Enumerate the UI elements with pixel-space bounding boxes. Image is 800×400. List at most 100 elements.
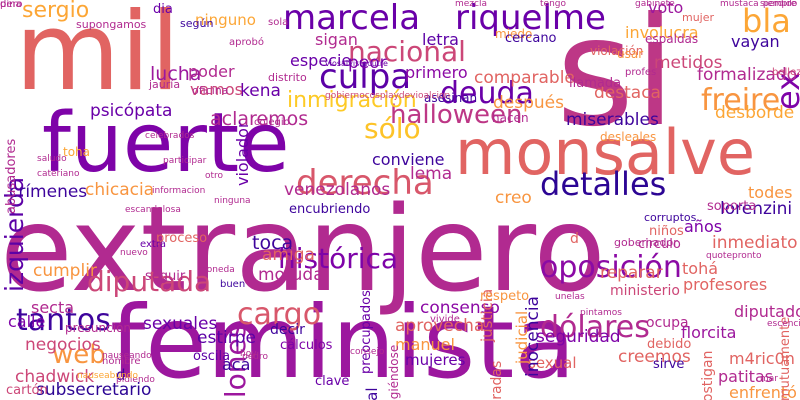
- cloud-word: nacional: [348, 35, 466, 68]
- cloud-word: colegio: [254, 117, 290, 128]
- cloud-word: nombre: [102, 356, 141, 367]
- cloud-word: extranjero: [0, 180, 606, 318]
- cloud-word: motuda: [258, 265, 324, 285]
- cloud-word: miserables: [566, 110, 659, 130]
- cloud-word: histórica: [278, 242, 399, 275]
- cloud-word: halloween: [390, 100, 523, 130]
- cloud-word: siempre: [760, 0, 797, 9]
- cloud-word: sola: [268, 17, 289, 28]
- cloud-word: bla: [742, 2, 791, 40]
- cloud-word: después: [493, 93, 564, 113]
- cloud-word: fuerte: [42, 96, 290, 191]
- cloud-word: vamos: [190, 80, 243, 99]
- cloud-word: encubriendo: [289, 202, 371, 217]
- cloud-word: oposición: [540, 250, 682, 285]
- cloud-word: quotepronto: [706, 251, 762, 261]
- cloud-word: peor: [348, 53, 387, 73]
- cloud-word: poder: [188, 62, 235, 81]
- cloud-word: marcela: [283, 0, 421, 38]
- cloud-word: aclaremos: [210, 108, 309, 130]
- cloud-word: diputada: [87, 265, 212, 298]
- cloud-word: protegiéndose: [387, 344, 401, 400]
- cloud-word: negocios: [25, 335, 101, 355]
- cloud-word: consejo: [350, 347, 385, 357]
- cloud-word: llamada: [569, 76, 622, 91]
- cloud-word: mar: [760, 374, 778, 384]
- cloud-word: ninguno: [195, 11, 256, 29]
- cloud-word: cargo: [237, 297, 322, 332]
- cloud-word: decir: [270, 322, 305, 338]
- cloud-word: respeto: [480, 289, 530, 304]
- cloud-word: violación: [590, 44, 644, 58]
- cloud-word: involucra: [625, 23, 699, 42]
- cloud-word: m4ric0n: [729, 349, 795, 368]
- cloud-word: kena: [240, 81, 281, 101]
- cloud-word: si: [556, 0, 676, 160]
- cloud-word: presunción: [65, 321, 132, 335]
- cloud-word: según: [180, 17, 214, 30]
- cloud-word: sexuales: [143, 314, 218, 334]
- cloud-word: ministerio: [610, 283, 680, 299]
- cloud-word: especie: [290, 51, 352, 70]
- cloud-word: chadwick: [15, 367, 95, 387]
- cloud-word: lema: [410, 164, 453, 184]
- cloud-word: aprovecha: [395, 316, 485, 336]
- cloud-word: cateriano: [37, 169, 80, 179]
- cloud-word: tohá: [682, 259, 719, 278]
- cloud-word: enfrentó: [729, 383, 797, 400]
- cloud-word: todes: [748, 183, 793, 202]
- cloud-word: corruptos: [644, 211, 697, 224]
- cloud-word: psicópata: [90, 101, 173, 121]
- cloud-word: pidiendo: [116, 375, 155, 385]
- cloud-word: espaldas: [645, 32, 699, 46]
- cloud-word: gobernador: [614, 236, 678, 249]
- cloud-word: estirpe: [197, 328, 256, 348]
- cloud-word: vayan: [731, 32, 780, 51]
- cloud-word: empoderadas: [489, 361, 505, 400]
- cloud-word: mezcla: [455, 0, 487, 9]
- cloud-word: toha: [63, 145, 91, 159]
- cloud-word: mustaca: [720, 0, 759, 9]
- cloud-word: inocencia: [523, 295, 543, 377]
- cloud-word: diputado: [734, 302, 800, 321]
- cloud-word: sigan: [315, 30, 358, 49]
- cloud-word: feminista: [110, 284, 576, 400]
- cloud-word: deuda: [440, 76, 534, 111]
- cloud-word: voto: [648, 0, 684, 17]
- cloud-word: celebrados: [145, 131, 195, 141]
- cloud-word: hostigan: [700, 350, 716, 400]
- cloud-word: gobiernocosplaydevioalcion: [325, 91, 451, 101]
- cloud-word: seguir: [145, 269, 186, 284]
- cloud-word: nauseando: [102, 351, 152, 361]
- cloud-word: usar: [617, 47, 644, 61]
- cloud-word: freire: [701, 83, 781, 118]
- cloud-word: d: [570, 231, 579, 247]
- cloud-word: clave: [315, 374, 350, 389]
- cloud-word: letra: [422, 30, 459, 49]
- cloud-word: soporta: [707, 199, 757, 214]
- cloud-word: violador: [233, 121, 252, 187]
- cloud-word: informacion: [152, 186, 206, 196]
- cloud-word: escencia: [767, 319, 800, 329]
- cloud-word: creo: [495, 188, 532, 208]
- cloud-word: escandalosa: [125, 205, 181, 215]
- cloud-word: culpa: [319, 57, 412, 97]
- cloud-word: monsalve: [455, 116, 755, 189]
- cloud-word: otro: [205, 171, 224, 181]
- cloud-word: derecha: [296, 163, 434, 203]
- cloud-word: ocupa: [646, 315, 689, 331]
- cloud-word: crímenes: [9, 182, 88, 202]
- cloud-word: florcita: [681, 323, 737, 342]
- cloud-word: hoy: [240, 349, 257, 359]
- cloud-word: nauseabundo: [77, 371, 139, 381]
- cloud-word: d: [116, 366, 126, 384]
- cloud-word: pero: [0, 0, 23, 10]
- cloud-word: oficina: [192, 84, 229, 97]
- cloud-word: inmediato: [712, 233, 798, 253]
- cloud-word: debido: [647, 337, 692, 352]
- cloud-word: consejal: [363, 388, 381, 400]
- cloud-word: acá: [222, 355, 251, 374]
- cloud-word: pedro: [242, 352, 268, 362]
- cloud-word: dólares: [540, 310, 650, 345]
